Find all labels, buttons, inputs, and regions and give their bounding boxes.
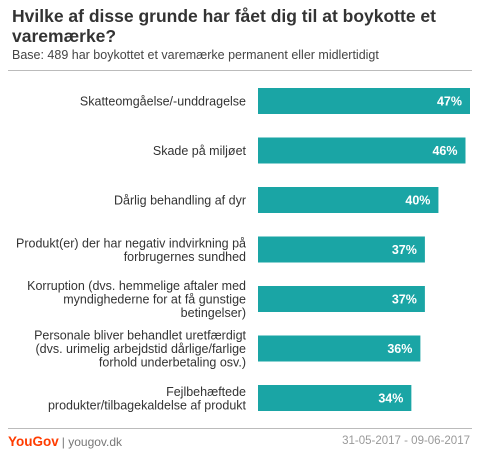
bar-1 [258,137,466,164]
footer-site: | yougov.dk [61,435,123,449]
bar-6 [258,385,412,411]
footer-source: YouGov | yougov.dk [8,434,122,449]
category-label-4-line-1: myndighederne for at få gunstige [63,293,246,307]
category-label-3-line-0: Produkt(er) der har negativ indvirkning … [16,236,246,250]
bar-value-label-0: 47% [437,95,462,109]
yougov-logo: YouGov [8,434,59,449]
top-divider [8,70,472,71]
bar-value-label-6: 34% [378,392,403,406]
category-label-5-line-0: Personale bliver behandlet uretfærdigt [34,329,246,343]
category-label-0-line-0: Skatteomgåelse/-unddragelse [80,95,246,109]
chart-subtitle: Base: 489 har boykottet et varemærke per… [12,48,379,62]
category-label-1-line-0: Skade på miljøet [153,144,247,158]
bar-value-label-4: 37% [392,293,417,307]
category-label-4-line-0: Korruption (dvs. hemmelige aftaler med [27,279,246,293]
category-label-6-line-0: Fejlbehæftede [166,385,246,399]
bottom-divider [8,428,472,429]
bar-3 [258,236,425,263]
category-label-2-line-0: Dårlig behandling af dyr [114,194,246,208]
footer-dates: 31-05-2017 - 09-06-2017 [342,435,470,447]
chart-title: Hvilke af disse grunde har fået dig til … [12,6,436,46]
category-label-4-line-2: betingelser) [181,306,246,320]
bar-value-label-2: 40% [405,194,430,208]
bar-4 [258,286,425,312]
bar-0 [258,88,470,114]
category-label-6-line-1: produkter/tilbagekaldelse af produkt [48,398,247,412]
bar-5 [258,335,421,362]
bar-value-label-3: 37% [392,243,417,257]
category-label-5-line-2: forhold underbetaling osv.) [99,356,246,370]
category-label-5-line-1: (dvs. urimelig arbejdstid dårlige/farlig… [35,342,246,356]
bar-value-label-1: 46% [432,144,457,158]
bar-2 [258,187,439,213]
category-label-3-line-1: forbrugernes sundhed [124,250,246,264]
bar-value-label-5: 36% [387,342,412,356]
